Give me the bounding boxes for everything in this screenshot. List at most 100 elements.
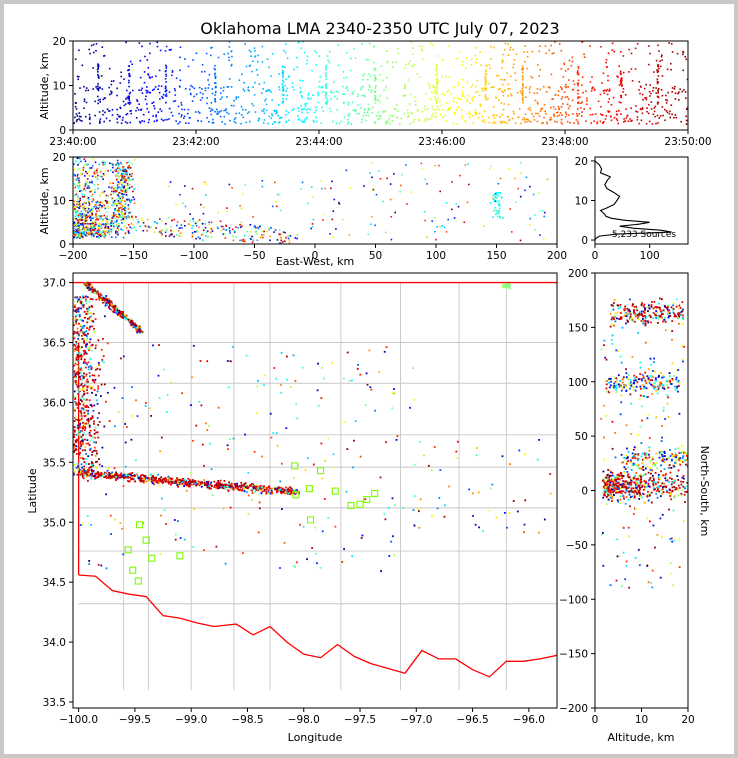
source-point [163,509,166,511]
source-point [167,481,170,484]
source-point [74,374,77,376]
source-point [518,449,521,452]
source-point [249,64,252,67]
source-point [78,185,81,187]
source-point [576,72,579,75]
source-point [284,491,287,494]
source-point [86,389,88,391]
source-point [77,439,79,442]
source-point [603,92,605,94]
source-point [678,91,680,93]
source-point [97,296,100,299]
source-point [158,485,161,487]
source-point [279,117,281,119]
source-point [86,404,88,407]
source-point [84,398,86,401]
source-point [268,485,270,488]
source-point [102,223,105,226]
source-point [97,76,100,79]
source-point [97,387,100,390]
source-point [306,117,308,120]
source-point [192,344,195,347]
source-point [179,69,181,72]
source-point [217,211,220,214]
source-point [316,562,318,565]
source-point [77,446,80,448]
source-point [661,94,664,97]
source-point [85,406,88,408]
source-point [114,425,116,428]
source-point [557,105,560,108]
source-point [237,96,240,98]
source-point [87,211,89,214]
source-point [423,120,425,123]
source-point [98,298,101,301]
source-point [301,121,304,123]
source-point [269,492,272,495]
source-point [124,441,127,444]
source-point [233,118,236,120]
source-point [117,183,120,186]
source-point [193,231,196,233]
source-point [335,228,337,230]
source-point [498,99,500,101]
source-point [625,108,627,110]
source-point [125,319,127,321]
source-point [79,296,82,299]
source-point [411,112,414,115]
source-point [84,160,87,162]
source-point [200,203,202,206]
source-point [603,121,605,123]
source-point [123,181,126,183]
source-point [97,472,100,475]
source-point [128,68,130,71]
source-point [345,76,348,79]
source-point [99,472,102,475]
source-point [206,360,209,363]
source-point [621,84,623,86]
source-point [86,216,89,219]
source-point [258,485,260,488]
source-point [414,100,417,102]
source-point [241,73,243,76]
source-point [315,116,317,119]
source-point [561,123,564,125]
source-point [228,183,231,186]
source-point [286,355,288,358]
source-point [503,103,505,105]
source-point [386,177,388,180]
source-point [103,234,105,236]
source-point [393,108,396,110]
source-point [564,70,567,72]
source-point [640,108,642,111]
source-point [228,481,230,484]
source-point [391,66,394,68]
source-point [435,238,437,241]
source-point [74,296,77,299]
source-point [73,443,75,446]
source-point [197,111,200,113]
source-point [281,241,284,243]
source-point [120,219,123,221]
source-point [113,200,116,202]
source-point [79,218,81,221]
source-point [659,65,662,68]
source-point [397,52,400,55]
source-point [198,112,201,114]
source-point [500,197,503,199]
source-point [593,120,595,123]
source-point [494,200,497,202]
source-point [362,74,364,77]
source-point [475,111,477,114]
source-point [74,466,77,469]
source-point [125,217,128,220]
source-point [560,68,563,70]
source-point [493,200,496,202]
source-point [108,219,111,222]
source-point [577,67,580,70]
source-point [81,193,84,196]
source-point [457,84,460,86]
source-point [82,407,85,410]
source-point [81,400,83,403]
source-point [103,214,106,217]
